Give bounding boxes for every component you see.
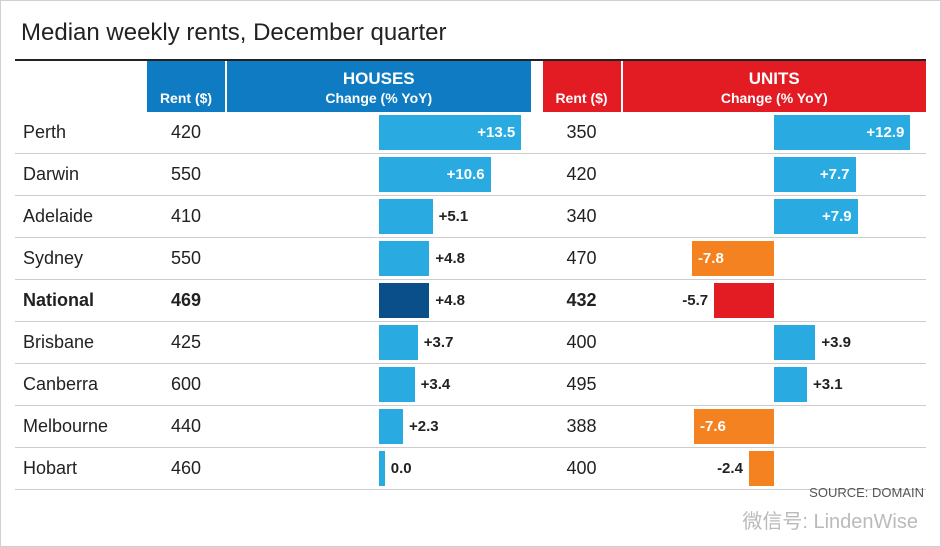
houses-rent-cell: 460 [145,448,225,489]
units-rent-cell: 470 [541,238,621,279]
header-units-rent: Rent ($) [541,61,621,112]
units-rent-cell: 432 [541,280,621,321]
source-label: SOURCE: DOMAIN [809,485,924,500]
houses-rent-cell: 440 [145,406,225,447]
houses-change-bar: +5.1 [225,196,531,237]
rent-table: Rent ($) HOUSES Change (% YoY) Rent ($) … [15,59,926,490]
units-change-bar: +7.9 [621,196,927,237]
houses-change-bar: 0.0 [225,448,531,489]
table-row: Brisbane425+3.7400+3.9 [15,322,926,364]
table-row: Darwin550+10.6420+7.7 [15,154,926,196]
units-rent-cell: 350 [541,112,621,153]
header-units-change: UNITS Change (% YoY) [621,61,927,112]
table-row: Sydney550+4.8470-7.8 [15,238,926,280]
houses-rent-cell: 550 [145,154,225,195]
city-cell: Melbourne [15,406,145,447]
units-rent-cell: 340 [541,196,621,237]
houses-rent-cell: 600 [145,364,225,405]
city-cell: Perth [15,112,145,153]
houses-rent-cell: 550 [145,238,225,279]
units-change-bar: +3.9 [621,322,927,363]
units-change-bar: -2.4 [621,448,927,489]
units-change-bar: -5.7 [621,280,927,321]
table-row: Perth420+13.5350+12.9 [15,112,926,154]
units-change-bar: +7.7 [621,154,927,195]
city-cell: Canberra [15,364,145,405]
table-row: Canberra600+3.4495+3.1 [15,364,926,406]
houses-rent-cell: 425 [145,322,225,363]
watermark-label: 微信号: LindenWise [742,505,918,534]
houses-change-bar: +4.8 [225,238,531,279]
table-row: Hobart4600.0400-2.4 [15,448,926,490]
city-cell: Sydney [15,238,145,279]
units-rent-cell: 495 [541,364,621,405]
units-change-bar: -7.6 [621,406,927,447]
chart-title: Median weekly rents, December quarter [15,19,926,47]
houses-change-bar: +13.5 [225,112,531,153]
city-cell: Hobart [15,448,145,489]
units-change-bar: +12.9 [621,112,927,153]
chart-frame: Median weekly rents, December quarter Re… [0,0,941,547]
houses-rent-cell: 469 [145,280,225,321]
table-row: Adelaide410+5.1340+7.9 [15,196,926,238]
city-cell: Brisbane [15,322,145,363]
houses-rent-cell: 410 [145,196,225,237]
units-rent-cell: 420 [541,154,621,195]
houses-change-bar: +2.3 [225,406,531,447]
header-houses-change: HOUSES Change (% YoY) [225,61,531,112]
units-rent-cell: 400 [541,448,621,489]
table-header: Rent ($) HOUSES Change (% YoY) Rent ($) … [15,61,926,112]
city-cell: Darwin [15,154,145,195]
units-rent-cell: 400 [541,322,621,363]
houses-change-bar: +10.6 [225,154,531,195]
houses-change-bar: +3.7 [225,322,531,363]
header-houses-rent: Rent ($) [145,61,225,112]
city-cell: Adelaide [15,196,145,237]
houses-rent-cell: 420 [145,112,225,153]
units-change-bar: +3.1 [621,364,927,405]
units-rent-cell: 388 [541,406,621,447]
houses-change-bar: +4.8 [225,280,531,321]
units-change-bar: -7.8 [621,238,927,279]
table-row: National469+4.8432-5.7 [15,280,926,322]
table-row: Melbourne440+2.3388-7.6 [15,406,926,448]
houses-change-bar: +3.4 [225,364,531,405]
table-body: Perth420+13.5350+12.9Darwin550+10.6420+7… [15,112,926,490]
city-cell: National [15,280,145,321]
